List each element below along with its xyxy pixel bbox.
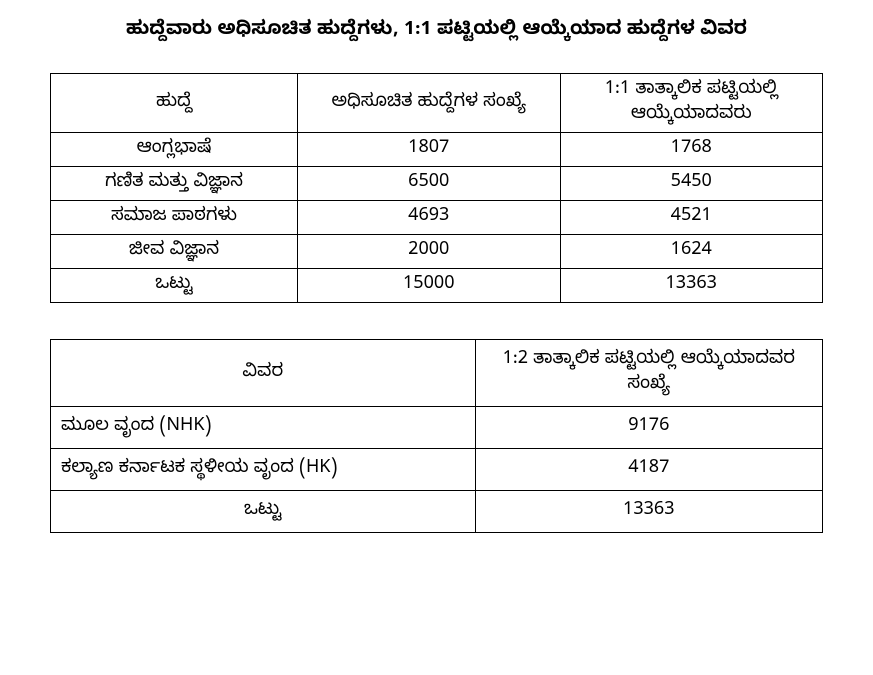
cell: 9176 [475, 407, 822, 449]
cell: 2000 [298, 235, 560, 269]
page-title: ಹುದ್ದೆವಾರು ಅಧಿಸೂಚಿತ ಹುದ್ದೆಗಳು, 1:1 ಪಟ್ಟಿ… [50, 20, 823, 45]
col-header: 1:1 ತಾತ್ಕಾಲಿಕ ಪಟ್ಟಿಯಲ್ಲಿ ಆಯ್ಕೆಯಾದವರು [560, 74, 823, 133]
table-row-total: ಒಟ್ಟು 15000 13363 [51, 269, 823, 303]
table-row: ಜೀವ ವಿಜ್ಞಾನ 2000 1624 [51, 235, 823, 269]
col-header: ಹುದ್ದೆ [51, 74, 298, 133]
table-row: ಗಣಿತ ಮತ್ತು ವಿಜ್ಞಾನ 6500 5450 [51, 167, 823, 201]
cell: 13363 [560, 269, 823, 303]
cell: 4693 [298, 201, 560, 235]
table-header-row: ಹುದ್ದೆ ಅಧಿಸೂಚಿತ ಹುದ್ದೆಗಳ ಸಂಖ್ಯೆ 1:1 ತಾತ್… [51, 74, 823, 133]
col-header: ವಿವರ [51, 340, 476, 407]
table-details: ವಿವರ 1:2 ತಾತ್ಕಾಲಿಕ ಪಟ್ಟಿಯಲ್ಲಿ ಆಯ್ಕೆಯಾದವರ… [50, 339, 823, 533]
cell: 4187 [475, 449, 822, 491]
col-header: ಅಧಿಸೂಚಿತ ಹುದ್ದೆಗಳ ಸಂಖ್ಯೆ [298, 74, 560, 133]
cell: 1768 [560, 133, 823, 167]
cell: ಆಂಗ್ಲಭಾಷೆ [51, 133, 298, 167]
cell: 13363 [475, 491, 822, 533]
cell: 6500 [298, 167, 560, 201]
col-header: 1:2 ತಾತ್ಕಾಲಿಕ ಪಟ್ಟಿಯಲ್ಲಿ ಆಯ್ಕೆಯಾದವರ ಸಂಖ್… [475, 340, 822, 407]
cell: ಒಟ್ಟು [51, 491, 476, 533]
table-row: ಕಲ್ಯಾಣ ಕರ್ನಾಟಕ ಸ್ಥಳೀಯ ವೃಂದ (HK) 4187 [51, 449, 823, 491]
cell: ಒಟ್ಟು [51, 269, 298, 303]
table-row-total: ಒಟ್ಟು 13363 [51, 491, 823, 533]
cell: 5450 [560, 167, 823, 201]
cell: 1807 [298, 133, 560, 167]
cell: ಸಮಾಜ ಪಾಠಗಳು [51, 201, 298, 235]
cell: ಮೂಲ ವೃಂದ (NHK) [51, 407, 476, 449]
cell: ಕಲ್ಯಾಣ ಕರ್ನಾಟಕ ಸ್ಥಳೀಯ ವೃಂದ (HK) [51, 449, 476, 491]
table-row: ಮೂಲ ವೃಂದ (NHK) 9176 [51, 407, 823, 449]
cell: 15000 [298, 269, 560, 303]
cell: ಜೀವ ವಿಜ್ಞಾನ [51, 235, 298, 269]
table-posts: ಹುದ್ದೆ ಅಧಿಸೂಚಿತ ಹುದ್ದೆಗಳ ಸಂಖ್ಯೆ 1:1 ತಾತ್… [50, 73, 823, 303]
cell: ಗಣಿತ ಮತ್ತು ವಿಜ್ಞಾನ [51, 167, 298, 201]
table-row: ಆಂಗ್ಲಭಾಷೆ 1807 1768 [51, 133, 823, 167]
table-header-row: ವಿವರ 1:2 ತಾತ್ಕಾಲಿಕ ಪಟ್ಟಿಯಲ್ಲಿ ಆಯ್ಕೆಯಾದವರ… [51, 340, 823, 407]
cell: 1624 [560, 235, 823, 269]
cell: 4521 [560, 201, 823, 235]
table-row: ಸಮಾಜ ಪಾಠಗಳು 4693 4521 [51, 201, 823, 235]
